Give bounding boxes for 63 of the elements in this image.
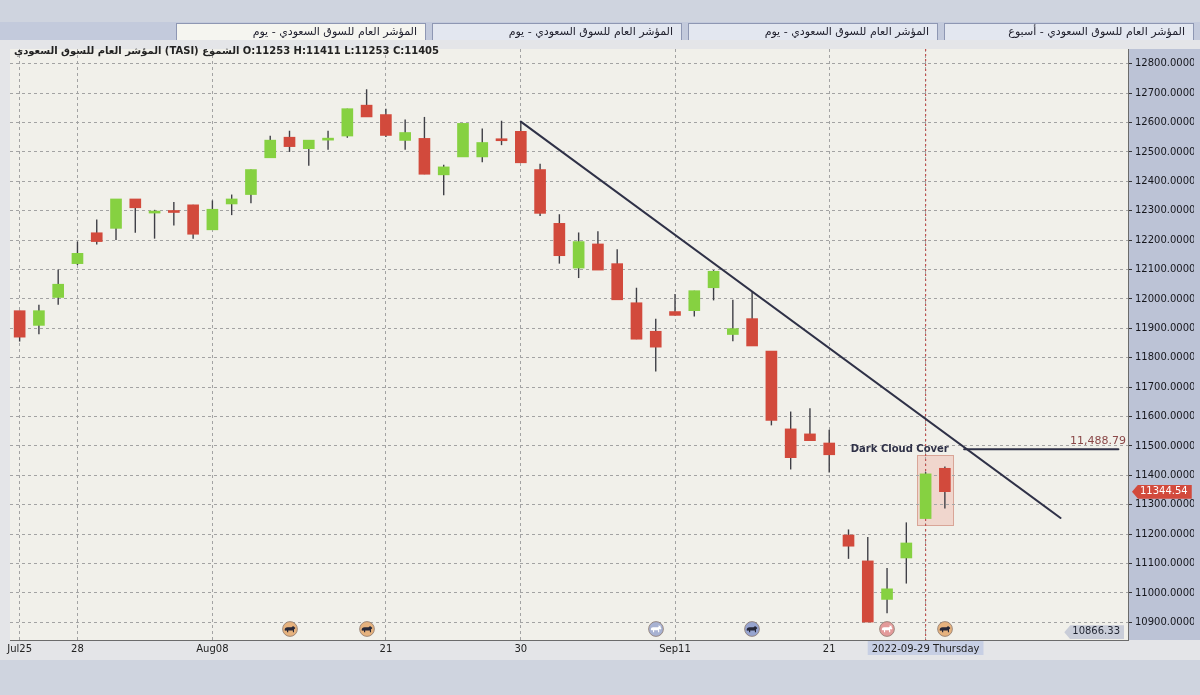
candlestick [302,139,315,167]
y-tick-label: 11700.0000 [1135,380,1196,392]
candlestick [225,193,238,216]
candlestick [360,88,373,118]
candlestick [380,107,392,138]
candlestick [52,268,65,306]
candlestick [804,407,816,442]
candlestick [649,317,662,373]
tab[interactable]: المؤشر العام للسوق السعودي - يوم [176,23,426,40]
candlestick [842,528,855,560]
x-tick-label: 28 [71,642,84,654]
candlestick [437,164,450,196]
candlestick [33,304,45,335]
y-tick-label: 11400.0000 [1135,468,1196,480]
candlestick [264,135,277,159]
candlestick [823,429,836,474]
candlestick [707,269,720,302]
x-tick-label: Jul25 [6,642,33,654]
y-tick-label: 12100.0000 [1135,263,1196,275]
y-tick-label: 11300.0000 [1135,498,1196,510]
y-tick-label: 12300.0000 [1135,204,1196,216]
y-tick-label: 10900.0000 [1135,615,1196,627]
price-tag: 10866.33 [1064,625,1124,640]
data-label: 11,488.79 [1070,434,1126,448]
candlestick [206,199,219,231]
candlestick [727,299,739,342]
y-tick-label: 11500.0000 [1135,439,1196,451]
y-tick-label: 11000.0000 [1135,586,1196,598]
x-tick-label: 30 [514,642,528,654]
y-tick-label: 11900.0000 [1135,321,1196,333]
candlestick [399,118,411,151]
x-tick-label: 21 [822,642,836,654]
annotation: Dark Cloud Cover [850,442,949,454]
tab[interactable]: المؤشر العام للسوق السعودي - أسبوع [944,23,1194,40]
candlestick [881,567,893,614]
x-tick-label: 21 [379,642,393,654]
x-tick-label: Sep11 [659,642,691,654]
candlestick [71,240,84,266]
candlestick [283,130,296,153]
y-tick-label: 11600.0000 [1135,410,1196,422]
y-tick-label: 11800.0000 [1135,351,1196,363]
candlestick [168,201,180,227]
candlestick [129,198,142,234]
tab[interactable]: المؤشر العام للسوق السعودي - يوم [432,23,682,40]
candlestick [669,293,681,317]
candlestick [90,218,103,246]
y-tick-label: 12800.0000 [1135,57,1196,69]
candlestick [688,289,701,318]
y-tick-label: 12000.0000 [1135,292,1196,304]
y-tick-label: 12700.0000 [1135,86,1196,98]
y-tick-label: 12500.0000 [1135,145,1196,157]
y-tick-label: 11200.0000 [1135,527,1196,539]
candlestick [476,127,489,163]
y-tick-label: 12600.0000 [1135,116,1196,128]
chart-title: المؤشر العام للسوق السعودي (TASI) الشموع O:11253 H:11411 L:11253 C:11405 [14,45,440,56]
tab[interactable]: المؤشر العام للسوق السعودي - يوم [688,23,938,40]
candlestick [900,521,913,585]
y-tick-label: 12200.0000 [1135,233,1196,245]
x-tick-label: 2022-09-29 Thursday [871,642,980,654]
y-tick-label: 12400.0000 [1135,174,1196,186]
candlestick [495,120,508,146]
y-tick-label: 11100.0000 [1135,557,1196,569]
x-tick-label: Aug08 [196,642,229,654]
